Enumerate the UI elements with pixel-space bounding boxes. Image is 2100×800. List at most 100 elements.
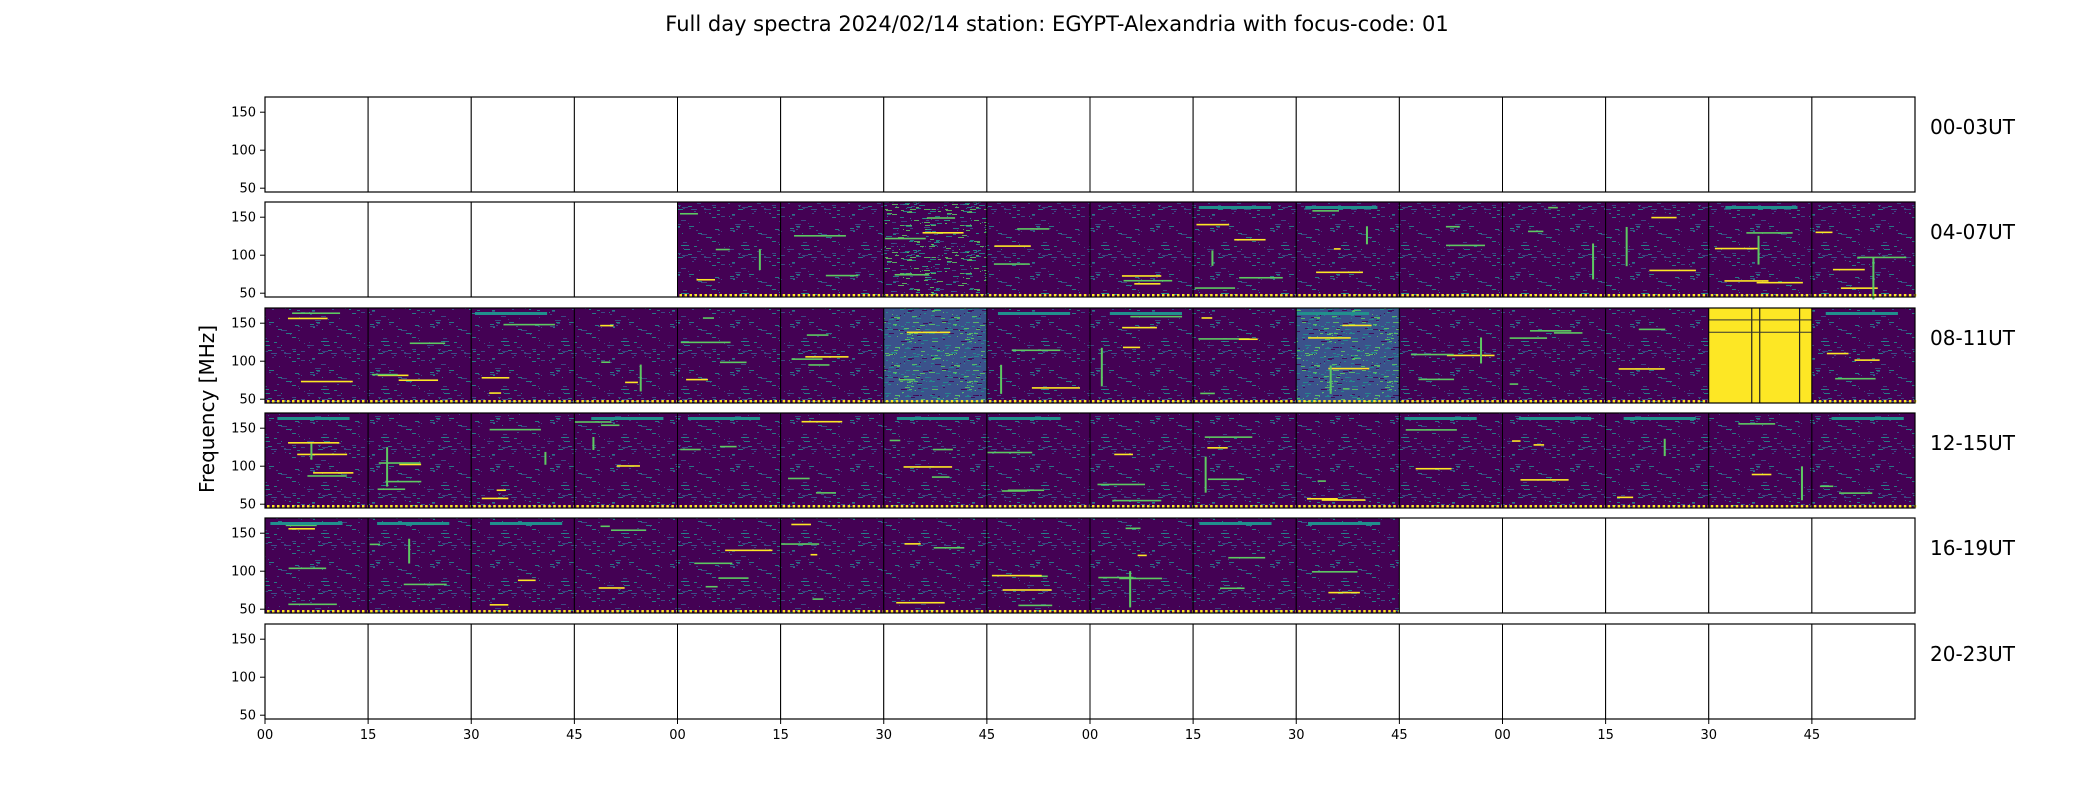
spectrum-panel [1089,517,1195,614]
x-tick-label: 00 [1082,728,1099,743]
spectrum-panel [367,96,472,193]
spectrum-panel [986,307,1092,404]
x-tick-label: 30 [875,728,892,743]
spectrum-panel [367,623,472,720]
spectrum-panel [1605,623,1710,720]
spectrum-panel [780,412,886,509]
y-axis-label: Frequency [MHz] [195,325,219,493]
spectrum-panel [1605,412,1711,509]
spectra-row-20-23UT: 150 100 50 20-23UT [231,623,2016,724]
x-axis-ticks: 00 15 30 45 00 15 30 45 00 15 30 45 00 15 30 45 [257,719,1820,743]
spectrum-panel [264,623,369,720]
spectrum-panel [1295,307,1401,404]
spectrum-panel [780,96,885,193]
spectrum-panel [677,201,782,298]
spectrum-panel [883,412,989,509]
x-tick-label: 45 [566,728,583,743]
y-tick-label: 50 [239,287,256,302]
spectrum-panel [1089,96,1194,193]
spectrum-panel [470,412,576,509]
spectrum-panel [1398,412,1504,509]
y-tick-label: 50 [239,182,256,197]
spectrum-panel [1192,201,1298,298]
row-time-label: 20-23UT [1930,642,2016,666]
spectrum-panel [1811,517,1916,614]
spectrum-panel [573,96,678,193]
spectrum-panel [677,307,782,404]
spectrum-panel [1502,96,1607,193]
spectrum-panel [677,412,782,509]
spectrum-panel [1605,96,1710,193]
spectrum-panel [780,517,886,614]
y-tick-label: 150 [231,106,256,121]
y-tick-label: 100 [231,144,256,159]
spectrum-panel [1708,517,1813,614]
spectrum-panel [1708,412,1814,509]
spectrum-panel [1398,201,1504,298]
spectrum-panel [677,517,782,614]
y-tick-label: 150 [231,422,256,437]
spectrum-panel [1295,412,1401,509]
spectrum-panel [1708,307,1813,404]
row-time-label: 00-03UT [1930,115,2016,139]
y-tick-label: 100 [231,671,256,686]
spectrum-panel [1605,201,1711,298]
spectrum-panel [1089,307,1195,404]
x-tick-label: 15 [772,728,789,743]
row-time-label: 08-11UT [1930,326,2016,350]
spectrum-panel [986,623,1091,720]
y-tick-label: 50 [239,393,256,408]
spectrum-panel [677,96,782,193]
spectrum-panel [573,201,678,298]
spectrum-panel [470,623,575,720]
x-tick-label: 00 [257,728,274,743]
spectrum-panel [264,96,369,193]
spectrum-panel [1192,96,1297,193]
y-tick-label: 50 [239,709,256,724]
spectrum-panel [780,623,885,720]
spectrum-panel [1398,623,1503,720]
row-time-label: 16-19UT [1930,536,2016,560]
spectrum-panel [986,517,1092,614]
spectrum-panel [883,623,988,720]
spectrum-panel [573,517,679,614]
spectrum-panel [780,307,886,404]
spectrum-panel [1295,96,1400,193]
spectrum-panel [1811,307,1917,404]
spectrum-panel [470,96,575,193]
spectrum-panel [883,517,989,614]
spectrum-panel [470,201,575,298]
spectrum-panel [883,96,988,193]
spectrum-panel [986,96,1091,193]
spectrum-panel [1192,307,1298,404]
spectrum-panel [573,623,678,720]
spectrum-panel [1811,201,1917,300]
x-tick-label: 45 [1391,728,1408,743]
spectrum-panel [780,201,886,298]
spectrum-panel [367,307,473,404]
row-time-label: 12-15UT [1930,431,2016,455]
x-tick-label: 00 [669,728,686,743]
spectrum-panel [1502,412,1607,509]
spectrum-panel [1398,517,1503,614]
x-tick-label: 45 [1804,728,1821,743]
spectrum-panel [1502,307,1607,404]
x-tick-label: 30 [463,728,480,743]
x-tick-label: 15 [1597,728,1614,743]
spectrum-panel [264,201,369,298]
spectrum-panel [367,517,473,614]
y-tick-label: 50 [239,603,256,618]
spectrum-panel [1295,623,1400,720]
spectrum-panel [883,201,989,298]
spectrum-panel [883,307,989,404]
spectrum-panel [470,517,576,614]
spectrum-panel [470,307,576,404]
x-tick-label: 30 [1288,728,1305,743]
spectrum-panel [1605,517,1710,614]
spectra-rows: 150 100 50 00-03UT 150 100 50 04-07UT 150 100 50 08… [231,96,2016,724]
spectrum-panel [986,201,1092,298]
spectrum-panel [1398,96,1503,193]
spectrum-panel [264,517,370,614]
y-tick-label: 100 [231,355,256,370]
